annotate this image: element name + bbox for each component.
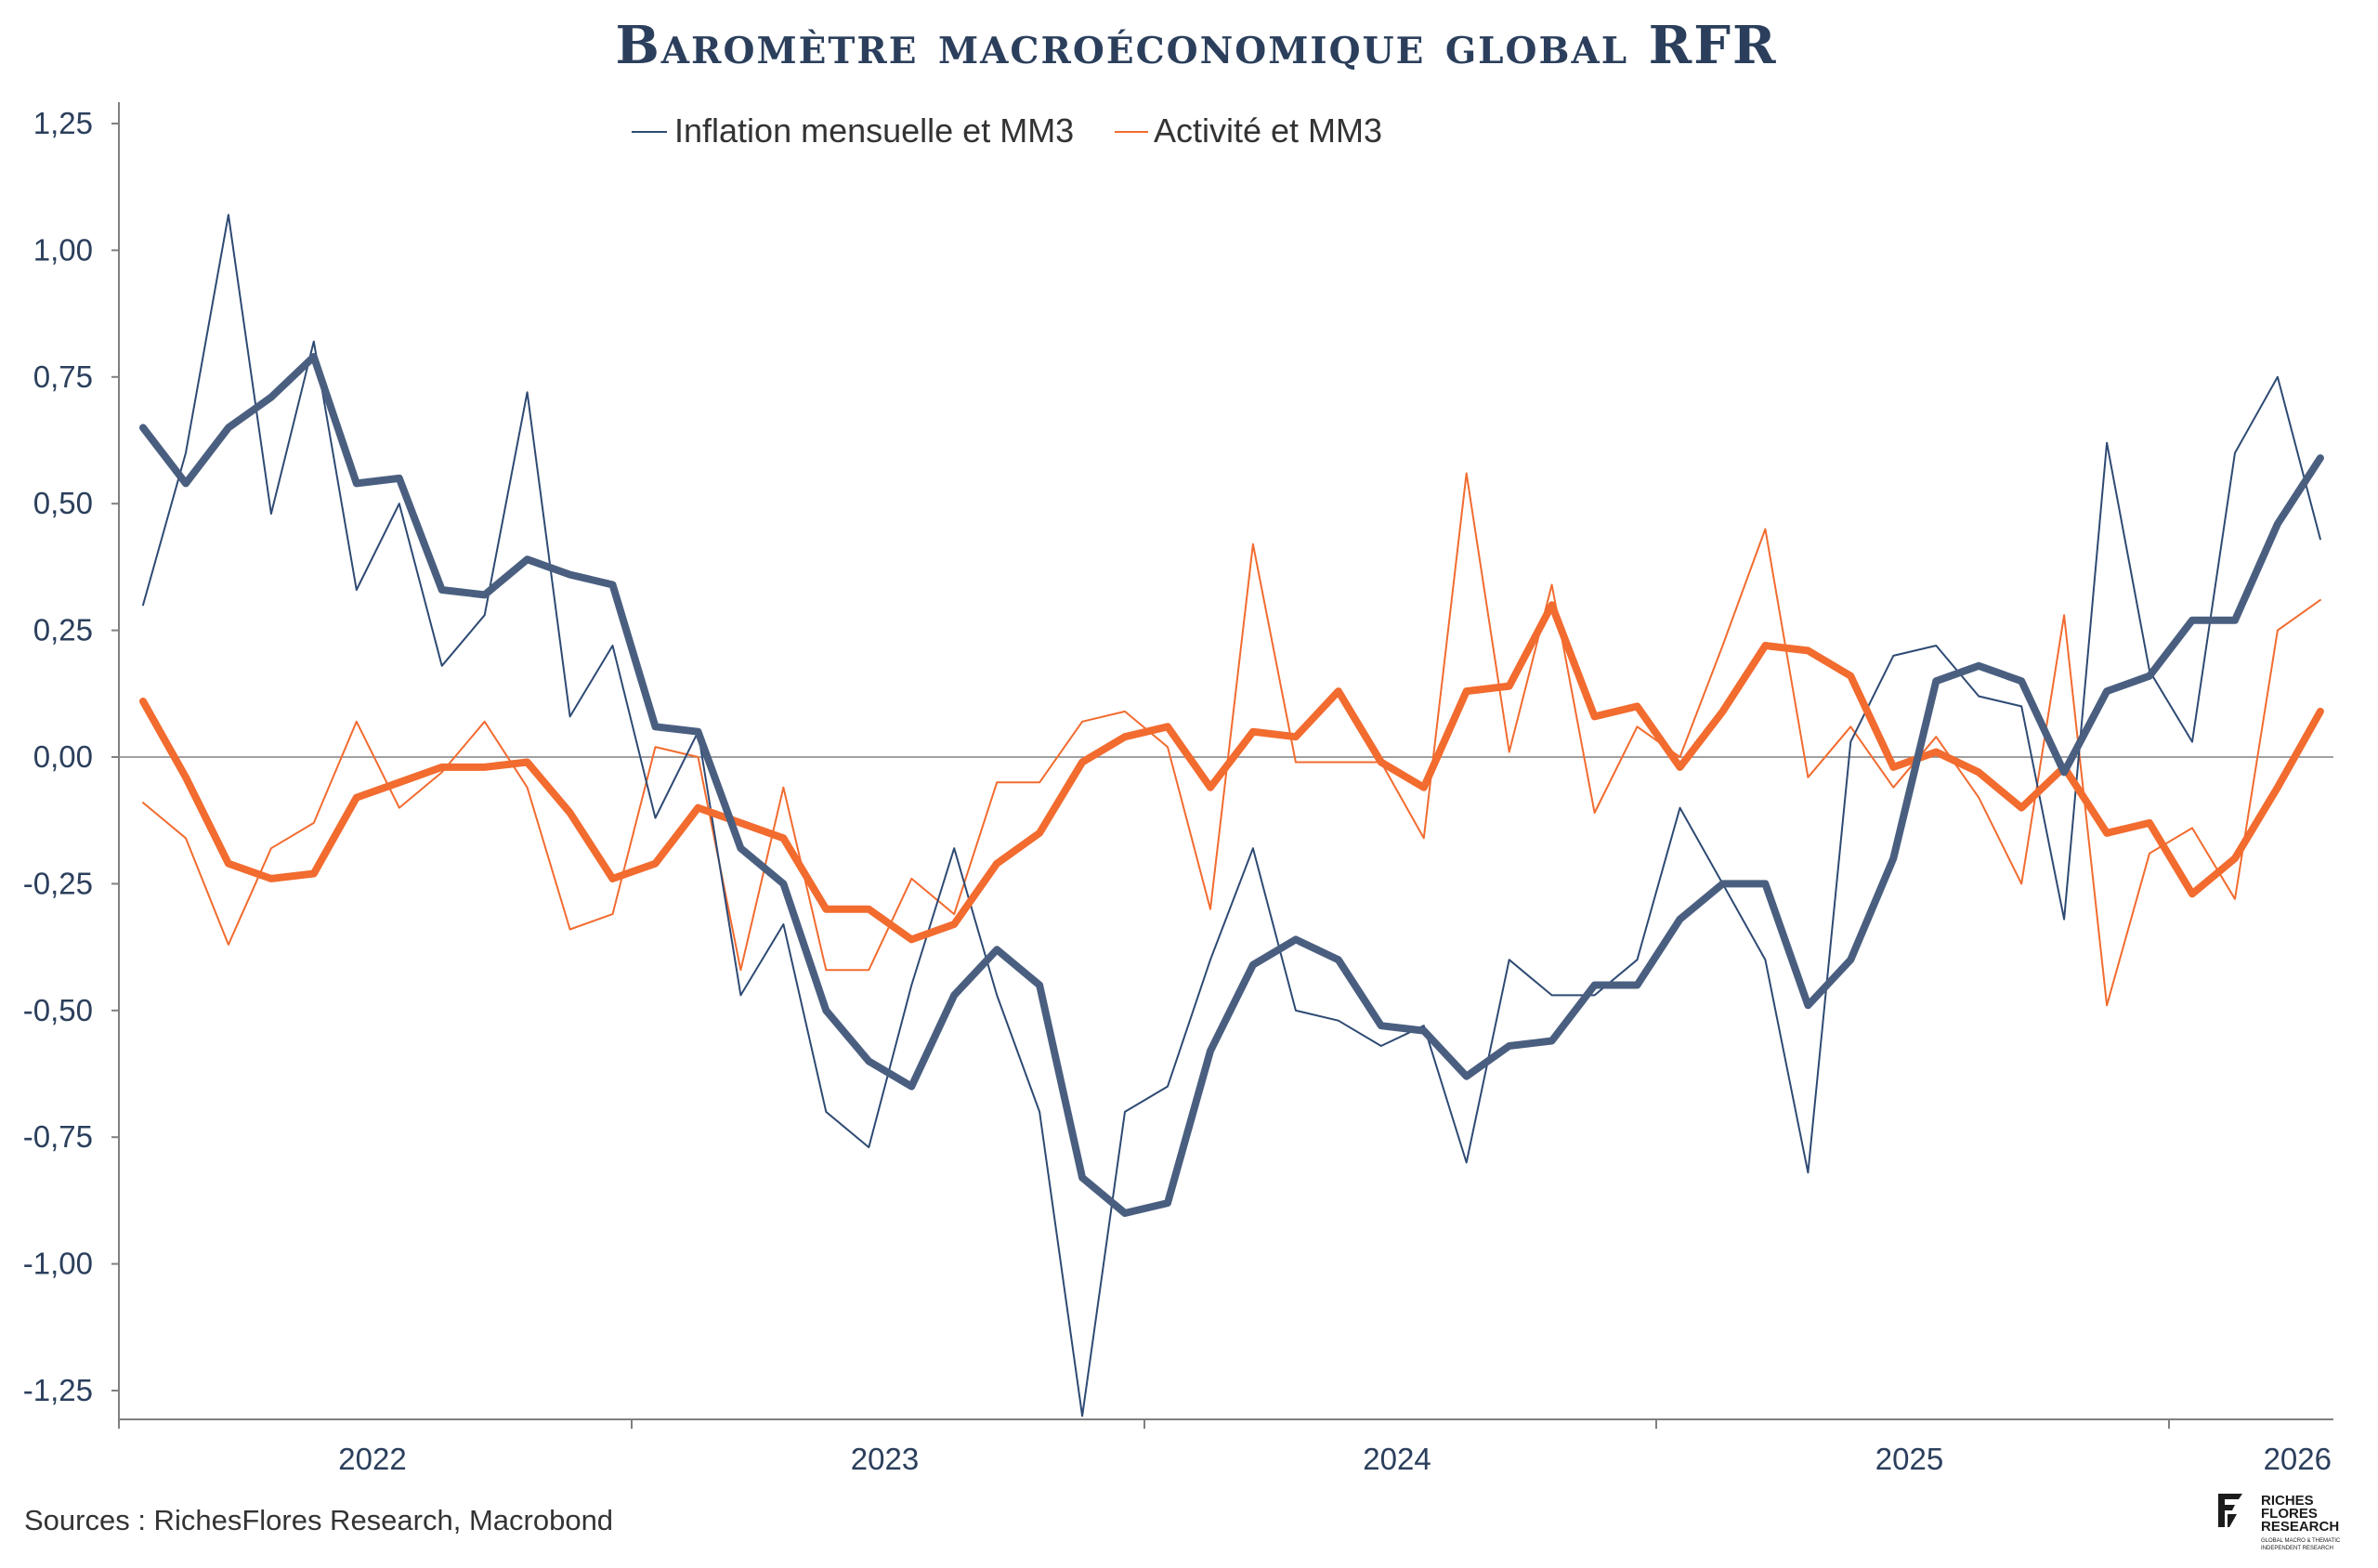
x-ticks: 2022 2023 2024 2025 2026 bbox=[118, 1419, 2332, 1476]
x-tick-label: 2025 bbox=[1875, 1442, 1943, 1476]
series-line-activite-monthly bbox=[142, 472, 2321, 1007]
y-tick-label: 1,25 bbox=[33, 106, 93, 140]
logo-tagline-2: INDEPENDENT RESEARCH bbox=[2261, 1546, 2333, 1551]
series-line-inflation-monthly bbox=[142, 214, 2321, 1418]
y-ticks: 1,25 1,00 0,75 0,50 0,25 0,00 -0,25 -0,50 -0,75 -… bbox=[23, 106, 119, 1407]
series-line-activite-mm3 bbox=[139, 601, 2324, 944]
logo-tagline-1: GLOBAL MACRO & THEMATIC bbox=[2261, 1538, 2341, 1544]
series-group bbox=[139, 214, 2324, 1418]
x-tick-label: 2022 bbox=[338, 1442, 406, 1476]
logo-mark bbox=[2218, 1494, 2242, 1527]
y-tick-label: -0,75 bbox=[23, 1119, 93, 1154]
logo-line-3: RESEARCH bbox=[2261, 1519, 2339, 1535]
y-tick-label: -1,00 bbox=[23, 1247, 93, 1281]
riches-flores-logo: RICHES FLORES RESEARCH GLOBAL MACRO & TH… bbox=[2218, 1493, 2341, 1551]
chart-title: Baromètre macroéconomique global RFR bbox=[615, 15, 1777, 76]
legend-label-activite: Activité et MM3 bbox=[1154, 111, 1382, 150]
y-tick-label: 0,75 bbox=[33, 359, 93, 394]
y-tick-label: 1,00 bbox=[33, 232, 93, 267]
legend: Inflation mensuelle et MM3 Activité et M… bbox=[632, 111, 1382, 150]
x-tick-label: 2024 bbox=[1363, 1442, 1431, 1476]
y-tick-label: 0,00 bbox=[33, 739, 93, 774]
y-tick-label: -1,25 bbox=[23, 1373, 93, 1407]
logo-mark-accent bbox=[2228, 1514, 2237, 1527]
axes bbox=[118, 102, 2333, 1420]
logo-line-2: FLORES bbox=[2261, 1506, 2318, 1522]
y-tick-label: 0,50 bbox=[33, 486, 93, 520]
y-tick-label: -0,50 bbox=[23, 993, 93, 1027]
source-note: Sources : RichesFlores Research, Macrobo… bbox=[24, 1504, 613, 1536]
y-tick-label: -0,25 bbox=[23, 866, 93, 900]
x-tick-label: 2023 bbox=[851, 1442, 919, 1476]
y-tick-label: 0,25 bbox=[33, 613, 93, 647]
legend-label-inflation: Inflation mensuelle et MM3 bbox=[674, 111, 1074, 150]
logo-line-1: RICHES bbox=[2261, 1493, 2314, 1509]
series-line-inflation-mm3 bbox=[139, 353, 2324, 1217]
x-tick-label: 2026 bbox=[2264, 1442, 2332, 1476]
